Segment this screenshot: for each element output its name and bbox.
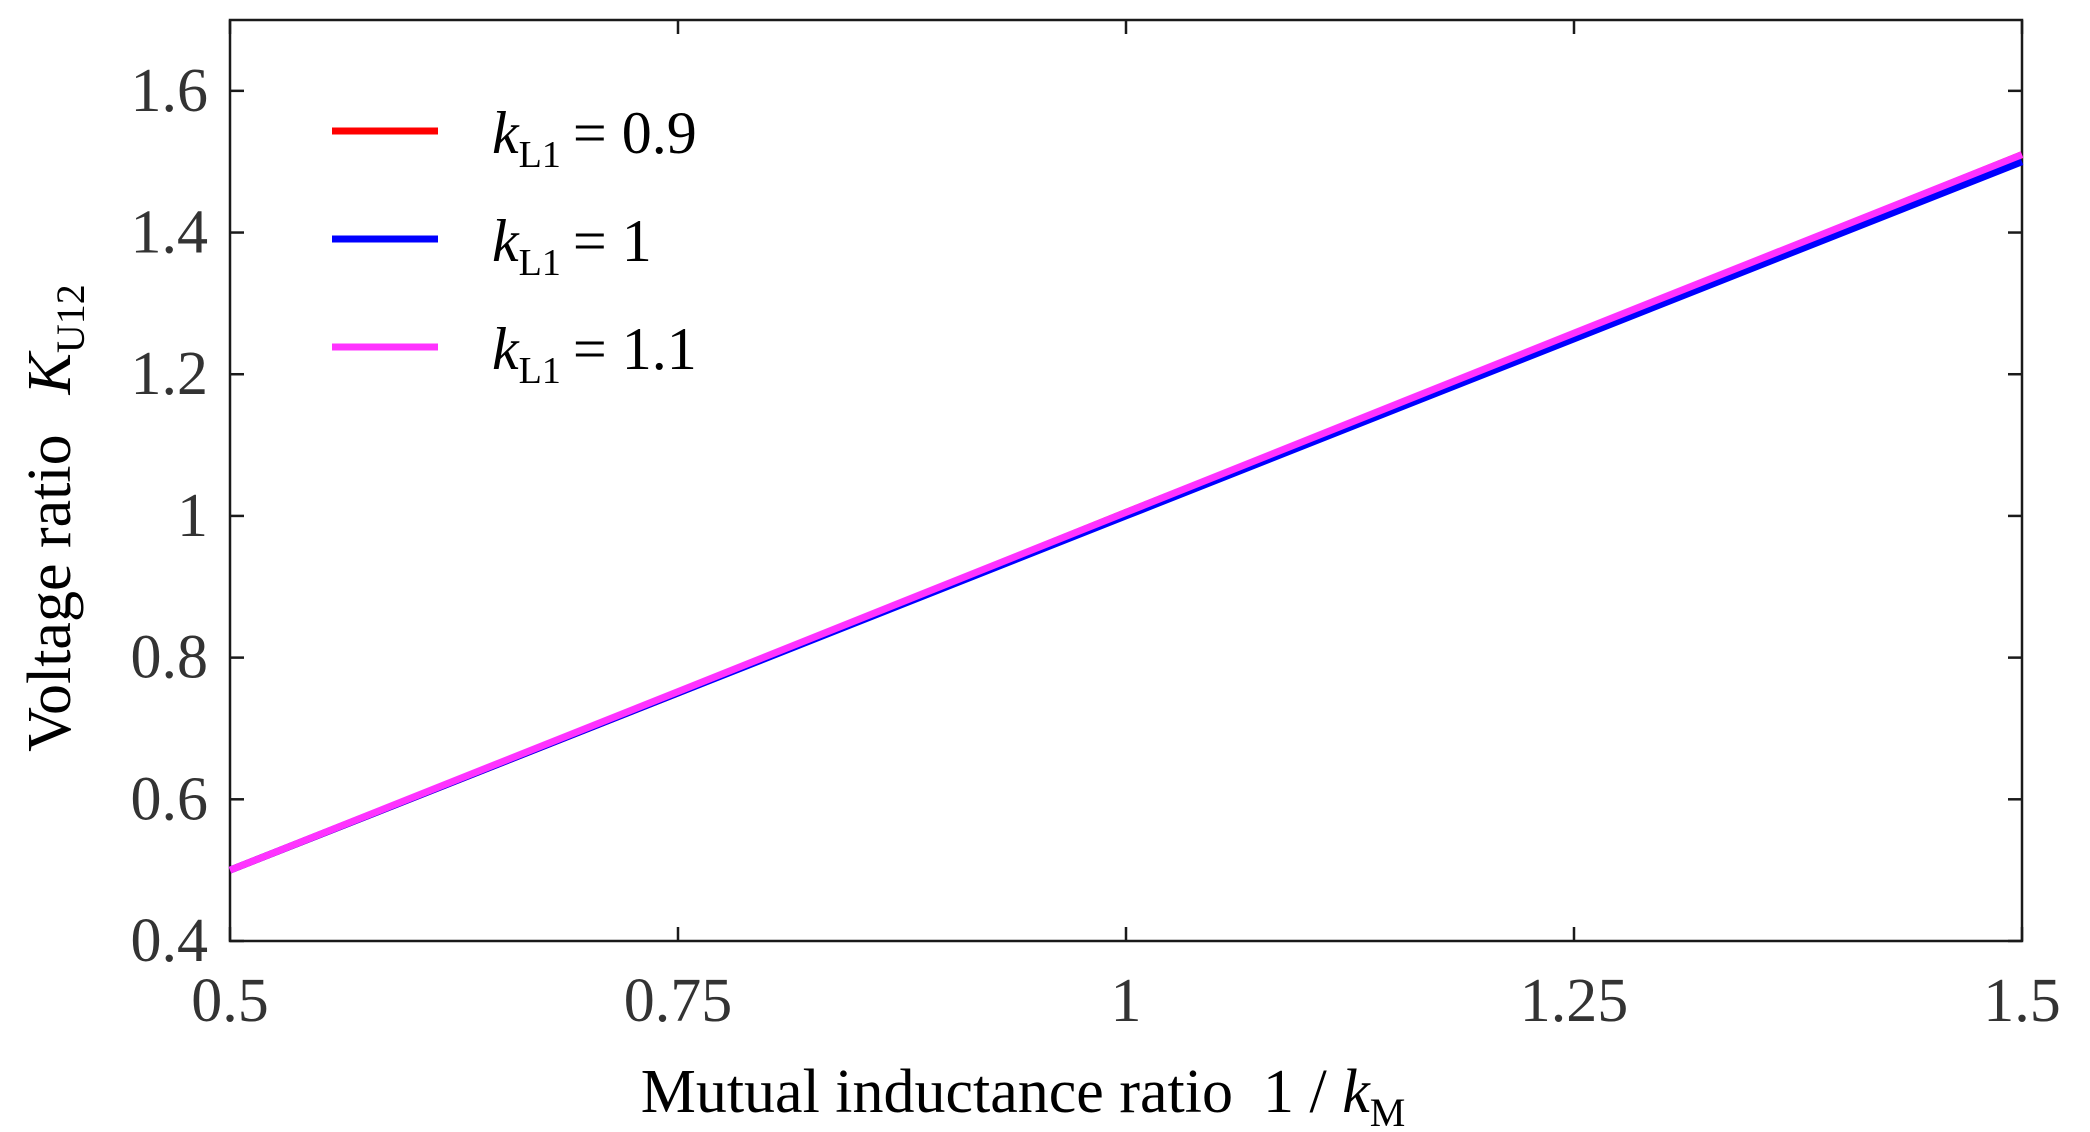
y-tick-label: 0.8 [131, 624, 209, 692]
y-tick-label: 1.6 [131, 57, 209, 125]
x-tick-label: 1 [1111, 967, 1142, 1035]
y-tick-label: 1.2 [131, 340, 209, 408]
legend-label-3: kL1 = 1.1 [492, 316, 697, 392]
x-tick-label: 0.75 [624, 967, 733, 1035]
y-axis-title: Voltage ratioKU12 [16, 284, 93, 752]
y-tick-label: 0.4 [131, 907, 209, 975]
y-tick-label: 1 [177, 482, 208, 550]
ticks: 0.5 0.75 1 1.25 1.5 0.4 0.6 0.8 1 1.2 1.4 1.6 [131, 20, 2061, 1035]
x-tick-label: 1.5 [1983, 967, 2061, 1035]
legend-label-1: kL1 = 0.9 [492, 100, 697, 176]
legend: kL1 = 0.9 kL1 = 1 kL1 = 1.1 [332, 100, 697, 392]
series-line-3 [228, 151, 2024, 874]
y-tick-label: 0.6 [131, 765, 209, 833]
x-axis-title: Mutual inductance ratio 1 / kM [641, 1058, 1406, 1132]
y-tick-label: 1.4 [131, 199, 209, 267]
legend-label-2: kL1 = 1 [492, 208, 652, 284]
x-tick-label: 1.25 [1520, 967, 1629, 1035]
series-layer [228, 151, 2024, 874]
x-tick-label: 0.5 [191, 967, 269, 1035]
